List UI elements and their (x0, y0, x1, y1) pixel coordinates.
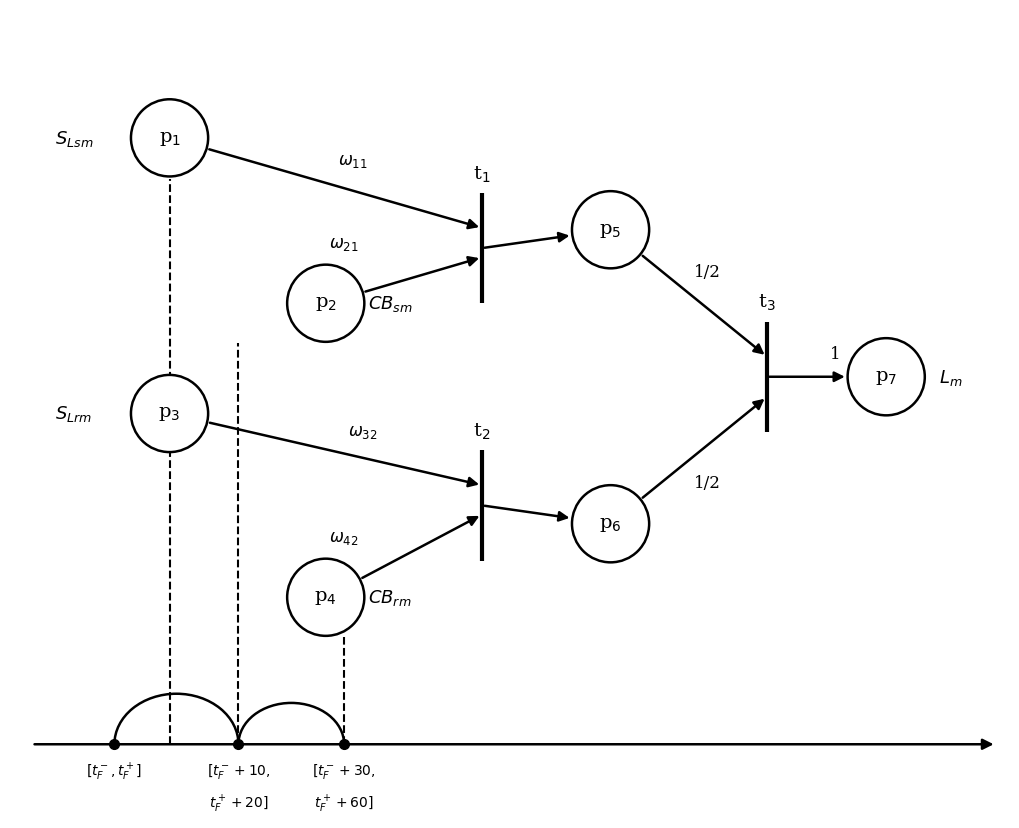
Text: $t_F^++60]$: $t_F^++60]$ (314, 793, 374, 814)
Text: 1: 1 (830, 346, 841, 363)
Text: $\omega_{32}$: $\omega_{32}$ (347, 424, 377, 440)
Text: p$_3$: p$_3$ (158, 405, 180, 423)
Text: $t_F^++20]$: $t_F^++20]$ (209, 793, 268, 814)
Circle shape (131, 375, 208, 453)
Text: p$_5$: p$_5$ (599, 221, 622, 239)
Circle shape (287, 265, 365, 343)
Text: $S_{Lrm}$: $S_{Lrm}$ (55, 404, 92, 424)
Text: p$_4$: p$_4$ (315, 589, 337, 607)
Text: $CB_{sm}$: $CB_{sm}$ (368, 294, 413, 314)
Text: $\omega_{11}$: $\omega_{11}$ (338, 153, 368, 170)
Text: p$_1$: p$_1$ (159, 130, 180, 147)
Text: $CB_{rm}$: $CB_{rm}$ (368, 588, 412, 608)
Text: $L_m$: $L_m$ (940, 368, 963, 388)
Text: 1/2: 1/2 (694, 474, 720, 491)
Text: $[t_F^-,t_F^+]$: $[t_F^-,t_F^+]$ (87, 761, 143, 782)
Circle shape (287, 559, 365, 636)
Text: 1/2: 1/2 (694, 263, 720, 280)
Text: $[t_F^-+10,$: $[t_F^-+10,$ (207, 761, 270, 780)
Circle shape (131, 100, 208, 177)
Text: $\omega_{42}$: $\omega_{42}$ (329, 529, 359, 546)
Text: t$_1$: t$_1$ (473, 164, 490, 185)
Text: p$_6$: p$_6$ (599, 515, 622, 533)
Text: $S_{Lsm}$: $S_{Lsm}$ (55, 128, 93, 149)
Circle shape (848, 339, 925, 416)
Text: p$_7$: p$_7$ (875, 368, 898, 387)
Text: p$_2$: p$_2$ (315, 295, 336, 313)
Text: $[t_F^-+30,$: $[t_F^-+30,$ (312, 761, 376, 780)
Circle shape (572, 485, 649, 563)
Text: $\omega_{21}$: $\omega_{21}$ (329, 236, 359, 253)
Circle shape (572, 192, 649, 269)
Text: t$_2$: t$_2$ (473, 421, 490, 441)
Text: t$_3$: t$_3$ (758, 293, 775, 313)
